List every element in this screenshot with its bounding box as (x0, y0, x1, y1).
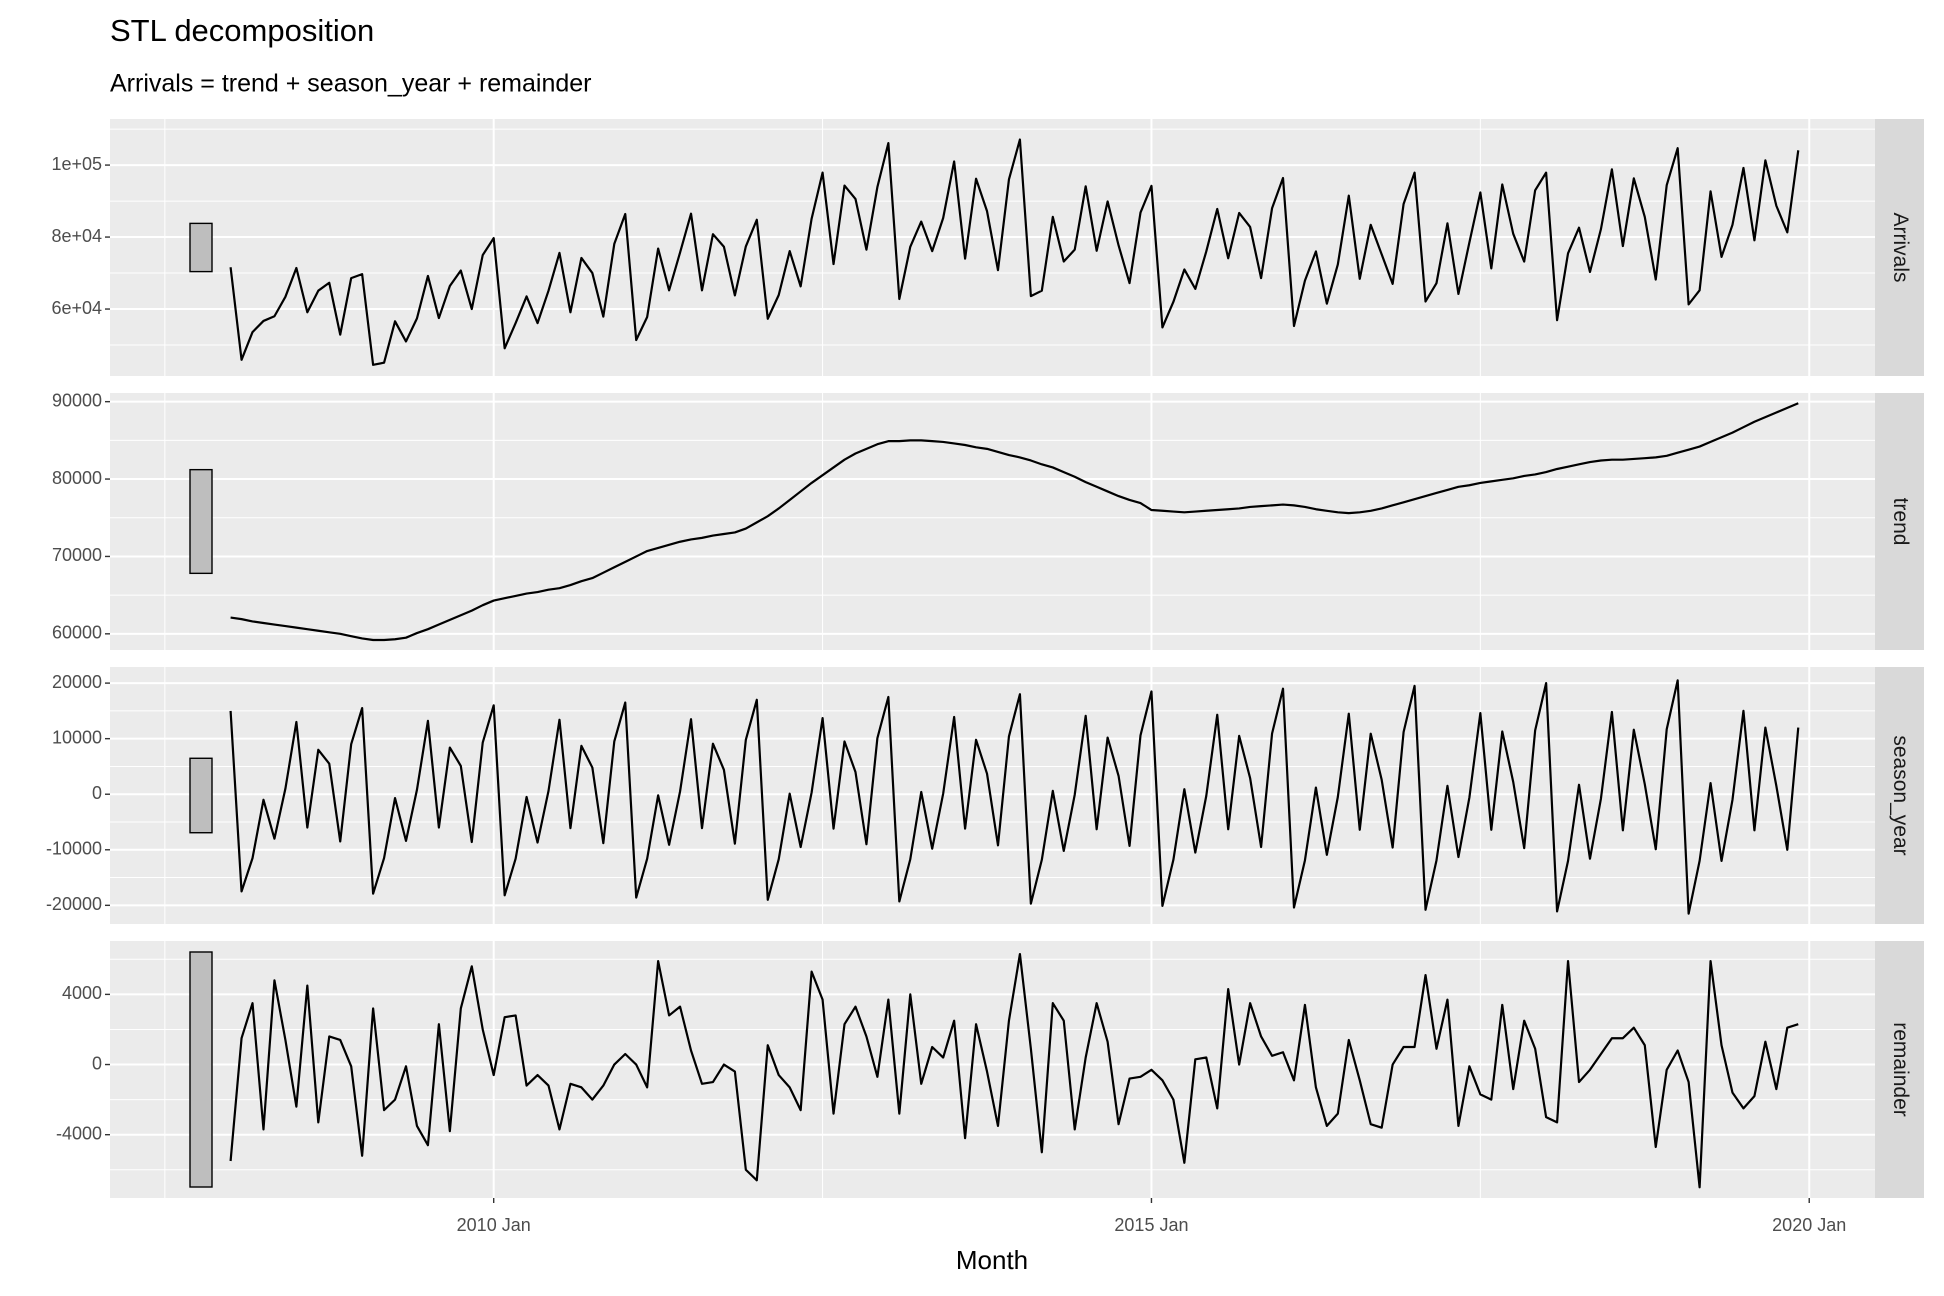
y-tick-label: 8e+04 (51, 226, 102, 246)
y-tick-label: -10000 (46, 839, 102, 859)
y-tick-label: -20000 (46, 894, 102, 914)
range-bar (189, 757, 213, 834)
series-line (229, 952, 1799, 1189)
y-tick-label: 6e+04 (51, 298, 102, 318)
panel-background (110, 941, 1875, 1198)
x-axis-title: Month (956, 1245, 1028, 1275)
panel-background (110, 393, 1875, 650)
range-bar (189, 222, 213, 273)
y-tick-label: -4000 (56, 1123, 102, 1143)
y-tick-label: 1e+05 (51, 154, 102, 174)
y-tick-label: 20000 (52, 672, 102, 692)
range-bar (189, 951, 213, 1188)
y-tick-label: 4000 (62, 983, 102, 1003)
y-tick-label: 70000 (52, 545, 102, 565)
strip (1875, 393, 1924, 650)
y-tick-label: 0 (92, 783, 102, 803)
series-line (229, 138, 1800, 366)
y-tick-label: 60000 (52, 623, 102, 643)
strip-label: remainder (1889, 1022, 1912, 1117)
series-line (229, 679, 1800, 915)
strip-label: Arrivals (1889, 212, 1912, 282)
y-tick-label: 90000 (52, 390, 102, 410)
x-tick-label: 2020 Jan (1772, 1215, 1846, 1235)
y-tick-label: 0 (92, 1053, 102, 1073)
series-line (230, 402, 1799, 642)
strip (1875, 941, 1924, 1198)
chart-title: STL decomposition (110, 13, 374, 48)
chart-subtitle: Arrivals = trend + season_year + remaind… (110, 70, 592, 98)
x-tick-label: 2010 Jan (457, 1215, 531, 1235)
y-tick-label: 80000 (52, 468, 102, 488)
strip (1875, 119, 1924, 376)
strip (1875, 667, 1924, 924)
x-tick-label: 2015 Jan (1114, 1215, 1188, 1235)
range-bar (189, 468, 213, 575)
strip-label: trend (1889, 498, 1912, 546)
panel-background (110, 119, 1875, 376)
y-tick-label: 10000 (52, 727, 102, 747)
strip-label: season_year (1889, 735, 1912, 855)
